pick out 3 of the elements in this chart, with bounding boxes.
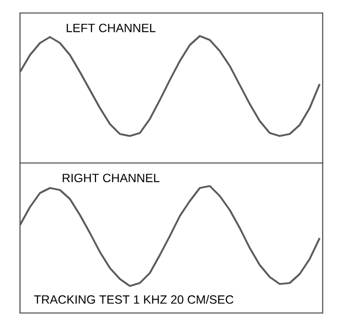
chart-title: RIGHT CHANNEL [62,174,160,182]
text: TRACKING TEST 1 KHZ 20 CM/SEC [34,294,234,304]
chart-title: LEFT CHANNEL [66,24,156,32]
